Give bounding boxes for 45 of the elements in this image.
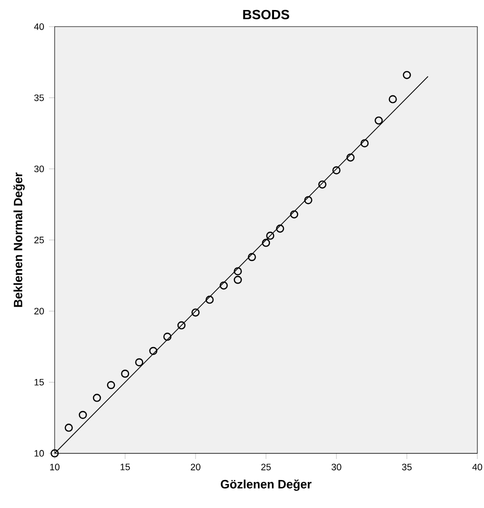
x-tick-label: 10 bbox=[50, 464, 60, 470]
point bbox=[360, 139, 369, 148]
point bbox=[346, 153, 355, 162]
chart-title: BSODS bbox=[243, 10, 290, 20]
x-tick-label: 25 bbox=[261, 464, 271, 470]
point bbox=[92, 394, 101, 402]
point bbox=[266, 232, 274, 240]
point bbox=[234, 267, 242, 276]
point bbox=[206, 296, 214, 304]
point bbox=[64, 424, 73, 432]
y-tick-label: 40 bbox=[34, 23, 44, 30]
point bbox=[106, 381, 116, 390]
y-tick-label: 30 bbox=[34, 166, 44, 172]
point bbox=[234, 276, 242, 284]
point bbox=[191, 308, 200, 317]
y-tick-label: 25 bbox=[34, 236, 44, 244]
point bbox=[163, 332, 172, 341]
y-tick-label: 10 bbox=[34, 450, 44, 457]
point bbox=[220, 281, 228, 290]
point bbox=[304, 196, 312, 204]
point bbox=[332, 166, 341, 174]
x-tick-label: 20 bbox=[190, 464, 200, 470]
y-tick-label: 35 bbox=[34, 94, 44, 102]
point bbox=[248, 252, 256, 262]
point bbox=[78, 410, 87, 419]
point bbox=[276, 224, 284, 233]
y-tick-label: 20 bbox=[34, 308, 44, 314]
point bbox=[318, 180, 326, 189]
point bbox=[388, 95, 397, 104]
point bbox=[121, 370, 130, 378]
x-tick-label: 40 bbox=[472, 464, 482, 470]
point bbox=[402, 70, 411, 80]
point bbox=[290, 210, 298, 218]
x-tick-label: 15 bbox=[120, 464, 130, 470]
point bbox=[262, 238, 270, 247]
x-tick-label: 30 bbox=[332, 464, 342, 470]
point bbox=[149, 346, 158, 355]
x-axis-title: Gözlenen Değer bbox=[220, 479, 312, 491]
y-axis-title: Beklenen Normal Değer bbox=[13, 172, 25, 307]
point bbox=[374, 116, 383, 125]
x-tick-label: 35 bbox=[402, 464, 412, 470]
point bbox=[50, 449, 59, 458]
point bbox=[135, 358, 144, 366]
y-tick-label: 15 bbox=[34, 378, 44, 386]
point bbox=[177, 321, 186, 330]
